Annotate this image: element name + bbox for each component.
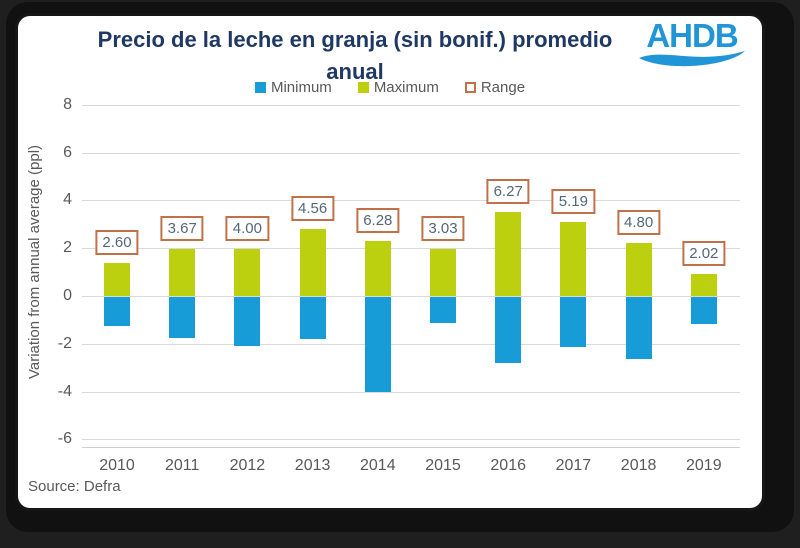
- y-tick--2: -2: [57, 334, 72, 352]
- y-tick-8: 8: [63, 95, 72, 113]
- minimum-bar-2016: [495, 297, 522, 364]
- page-title: Precio de la leche en granja (sin bonif.…: [46, 24, 664, 88]
- x-tick-2016: 2016: [490, 457, 526, 474]
- ahdb-wave-icon: [639, 51, 745, 67]
- y-axis-title: Variation from annual average (ppl): [26, 144, 43, 380]
- gridline-2: [82, 248, 740, 250]
- minimum-bar-2011: [169, 297, 196, 339]
- minimum-bar-2012: [234, 297, 261, 346]
- x-tick-2012: 2012: [229, 457, 266, 474]
- x-axis-line: [82, 447, 740, 448]
- legend-item-range: Range: [464, 79, 526, 96]
- gridline-6: [82, 152, 740, 154]
- range-label-2014: 6.28: [356, 208, 400, 234]
- maximum-bar-2012: [234, 249, 261, 296]
- y-tick--6: -6: [57, 430, 72, 448]
- maximum-bar-2017: [560, 221, 587, 296]
- gridline-4: [82, 200, 740, 202]
- chart-legend: Minimum Maximum Range: [18, 79, 762, 96]
- legend-item-maximum: Maximum: [357, 79, 439, 96]
- gridline-0: [82, 296, 740, 297]
- page-title-line2: anual: [326, 58, 384, 84]
- maximum-bar-2016: [495, 212, 522, 296]
- range-label-2011: 3.67: [160, 216, 204, 242]
- legend-label: Range: [480, 79, 526, 96]
- y-tick-0: 0: [63, 287, 72, 304]
- ahdb-logo-text: AHDB: [646, 17, 738, 54]
- x-tick-2011: 2011: [164, 457, 200, 474]
- range-label-2018: 4.80: [616, 210, 661, 236]
- gridline--2: [82, 343, 740, 345]
- chart-panel: Precio de la leche en granja (sin bonif.…: [18, 16, 762, 508]
- ahdb-logo: AHDB: [634, 17, 750, 88]
- legend-item-minimum: Minimum: [254, 79, 332, 96]
- x-tick-2013: 2013: [294, 457, 331, 474]
- range-label-2019: 2.02: [682, 241, 726, 267]
- minimum-bar-2019: [690, 297, 717, 324]
- maximum-swatch-icon: [357, 82, 369, 93]
- page-title-line1: Precio de la leche en granja (sin bonif.…: [97, 27, 613, 52]
- range-label-2015: 3.03: [421, 216, 465, 242]
- x-tick-2014: 2014: [360, 457, 396, 474]
- range-label-2010: 2.60: [95, 229, 139, 255]
- x-tick-2015: 2015: [425, 457, 461, 474]
- x-tick-2019: 2019: [686, 457, 722, 474]
- range-label-2012: 4.00: [225, 216, 269, 242]
- maximum-bar-2011: [169, 249, 196, 296]
- maximum-bar-2014: [364, 241, 391, 296]
- range-label-2017: 5.19: [551, 188, 595, 214]
- x-tick-2010: 2010: [99, 457, 135, 474]
- gridline-8: [82, 104, 740, 106]
- maximum-bar-2015: [430, 249, 456, 296]
- minimum-swatch-icon: [254, 82, 266, 93]
- y-tick--4: -4: [57, 382, 72, 400]
- range-label-2013: 4.56: [290, 196, 335, 222]
- maximum-bar-2010: [104, 262, 130, 296]
- minimum-bar-2015: [430, 297, 456, 323]
- minimum-bar-2018: [625, 297, 652, 360]
- x-tick-2018: 2018: [620, 457, 657, 474]
- minimum-bar-2014: [364, 297, 391, 393]
- y-tick-2: 2: [63, 239, 72, 257]
- source-note: Source: Defra: [28, 478, 121, 495]
- gridline--6: [82, 439, 740, 441]
- y-tick-6: 6: [63, 143, 72, 161]
- chart-area: 8 6 4 2 0 -2 -4 -6 2.60 2010 3.67 2011 4.00 2012 4.56 2…: [18, 16, 762, 508]
- minimum-bar-2013: [299, 297, 326, 340]
- maximum-bar-2018: [625, 243, 652, 296]
- minimum-bar-2017: [560, 297, 587, 347]
- x-tick-2017: 2017: [555, 457, 592, 474]
- minimum-bar-2010: [104, 297, 130, 326]
- range-label-2016: 6.27: [486, 179, 530, 205]
- maximum-bar-2013: [299, 229, 326, 296]
- y-tick-4: 4: [63, 191, 72, 209]
- maximum-bar-2019: [690, 274, 717, 296]
- range-swatch-icon: [464, 82, 476, 93]
- legend-label: Maximum: [373, 79, 439, 96]
- legend-label: Minimum: [270, 79, 332, 96]
- gridline--4: [82, 391, 740, 393]
